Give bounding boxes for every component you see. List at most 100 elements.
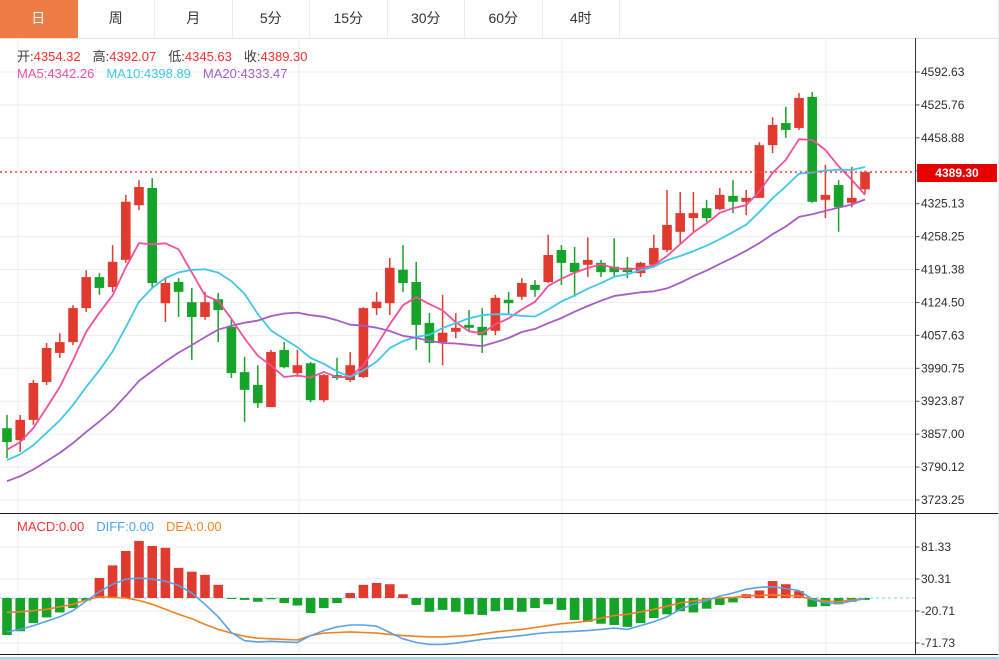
legend-item: MA20:4333.47 (202, 66, 288, 81)
candle-body (358, 308, 369, 378)
candle-body (530, 284, 540, 290)
candle-body (596, 262, 606, 273)
macd-bar (226, 598, 237, 600)
ma-legend: MA5:4342.26 MA10:4398.89 MA20:4333.47 (17, 66, 300, 81)
candle-body (517, 283, 527, 297)
price-axis-tick-label: 4458.88 (921, 131, 965, 145)
macd-axis-tick-label: -20.71 (921, 604, 955, 618)
macd-bar (424, 598, 435, 612)
price-axis-tick-label: 3990.75 (921, 361, 965, 375)
candle-body (411, 282, 421, 325)
tab-day[interactable]: 日 (0, 0, 78, 38)
candle-body (239, 372, 250, 390)
candle-body (266, 351, 276, 408)
macd-bar (728, 598, 738, 603)
tab-5min[interactable]: 5分 (233, 0, 310, 38)
candle-body (253, 384, 263, 404)
candle-body (662, 224, 672, 251)
legend-item: DIFF:0.00 (96, 519, 155, 534)
candle-body (385, 267, 395, 304)
candle-body (583, 259, 593, 265)
macd-bar (517, 598, 527, 612)
macd-bar (2, 598, 12, 636)
macd-bar (200, 574, 210, 599)
candle-body (728, 195, 738, 202)
macd-bar (688, 598, 699, 613)
legend-item: 低:4345.63 (168, 49, 232, 64)
candle-body (688, 213, 699, 219)
candle-body (794, 97, 804, 128)
candle-body (160, 283, 171, 304)
candle-body (556, 250, 567, 263)
tab-4hour[interactable]: 4时 (543, 0, 620, 38)
tab-30min[interactable]: 30分 (388, 0, 465, 38)
macd-bar (622, 598, 633, 627)
ma5-line (6, 138, 866, 451)
macd-bar (107, 565, 118, 599)
macd-bar (41, 598, 52, 618)
candle-body (569, 262, 580, 273)
legend-item: MA5:4342.26 (17, 66, 95, 81)
tab-week[interactable]: 周 (78, 0, 155, 38)
tab-month[interactable]: 月 (155, 0, 233, 38)
ma20-line (6, 198, 866, 483)
candle-body (741, 197, 751, 202)
candle-body (437, 332, 448, 343)
macd-bar (451, 598, 461, 612)
candle-body (754, 145, 765, 198)
macd-axis-tick-label: 30.31 (921, 572, 951, 586)
macd-bar (464, 598, 474, 615)
candle-body (860, 172, 870, 190)
tab-15min[interactable]: 15分 (310, 0, 388, 38)
macd-bar (385, 584, 395, 599)
candle-body (41, 348, 52, 382)
candle-body (121, 201, 131, 260)
price-axis-tick-label: 4057.63 (921, 328, 965, 342)
candle-body (107, 261, 118, 287)
candle-body (200, 302, 210, 317)
candle-body (187, 302, 197, 317)
legend-item: 高:4392.07 (92, 49, 157, 64)
macd-bar (649, 598, 659, 619)
macd-bar (266, 598, 276, 600)
macd-axis-tick-label: -71.73 (921, 636, 955, 650)
macd-bar (583, 598, 593, 622)
macd-bar (358, 584, 369, 599)
macd-bar (319, 598, 329, 609)
candle-body (477, 326, 487, 336)
candle-body (424, 322, 435, 344)
macd-bar (94, 577, 105, 599)
price-axis-tick-label: 3923.87 (921, 394, 965, 408)
candle-body (226, 326, 237, 374)
candle-body (292, 365, 303, 374)
dea-line (6, 594, 866, 641)
candle-body (213, 299, 223, 311)
legend-item: MACD:0.00 (17, 519, 85, 534)
macd-bar (820, 598, 831, 607)
macd-bar (187, 571, 197, 599)
legend-item: MA10:4398.89 (106, 66, 191, 81)
ohlc-legend: 开:4354.32 高:4392.07 低:4345.63 收:4389.30 (17, 46, 320, 65)
candle-body (398, 269, 408, 284)
candle-body (134, 187, 144, 206)
macd-bar (305, 598, 316, 614)
price-axis-tick-label: 4258.25 (921, 230, 965, 244)
macd-bar (569, 598, 580, 620)
candle-body (451, 327, 461, 332)
candle-body (767, 124, 778, 146)
candle-body (833, 185, 844, 208)
macd-bar (503, 598, 514, 610)
candle-body (15, 419, 25, 441)
price-axis-tick-label: 4325.13 (921, 197, 965, 211)
last-price-badge: 4389.30 (917, 164, 997, 182)
legend-item: DEA:0.00 (166, 519, 222, 534)
candle-body (94, 277, 105, 288)
candle-body (649, 248, 659, 265)
macd-bar (754, 590, 765, 599)
price-axis-tick-label: 3723.25 (921, 493, 965, 507)
macd-bar (279, 598, 289, 604)
tab-60min[interactable]: 60分 (465, 0, 543, 38)
macd-bar (134, 540, 144, 599)
kline-canvas[interactable]: 4592.63 4525.76 4458.88 4325.13 4258.25 4191.… (0, 38, 999, 659)
